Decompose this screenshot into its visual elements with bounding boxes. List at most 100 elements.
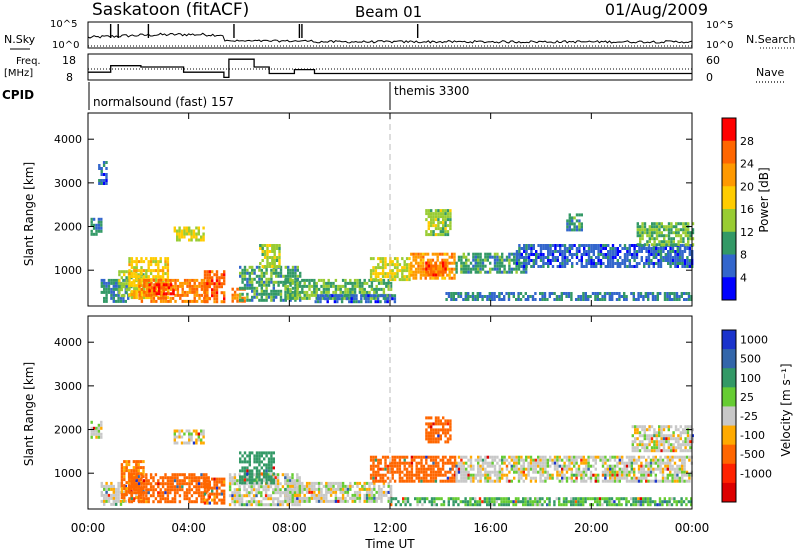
heatmap-cell	[542, 480, 544, 483]
heatmap-cell	[394, 471, 396, 474]
heatmap-cell	[665, 256, 667, 259]
heatmap-cell	[561, 259, 563, 262]
heatmap-cell	[503, 295, 505, 298]
heatmap-cell	[453, 292, 455, 295]
heatmap-cell	[544, 500, 546, 503]
heatmap-cell	[508, 271, 510, 274]
heatmap-cell	[211, 478, 213, 481]
heatmap-cell	[131, 296, 133, 299]
heatmap-cell	[489, 465, 491, 468]
heatmap-cell	[411, 471, 413, 474]
heatmap-cell	[167, 279, 169, 282]
heatmap-cell	[256, 481, 258, 484]
heatmap-cell	[415, 253, 417, 256]
heatmap-cell	[191, 479, 193, 482]
heatmap-cell	[530, 459, 532, 462]
heatmap-cell	[368, 291, 370, 294]
heatmap-cell	[547, 253, 549, 256]
heatmap-cell	[432, 459, 434, 462]
heatmap-cell	[683, 456, 685, 459]
heatmap-cell	[516, 256, 518, 259]
heatmap-cell	[98, 424, 100, 427]
heatmap-cell	[470, 268, 472, 271]
heatmap-cell	[206, 297, 208, 300]
heatmap-cell	[105, 167, 107, 170]
heatmap-cell	[249, 472, 251, 475]
heatmap-cell	[673, 292, 675, 295]
heatmap-cell	[146, 288, 148, 291]
heatmap-cell	[316, 494, 318, 497]
heatmap-cell	[105, 297, 107, 300]
heatmap-cell	[425, 474, 427, 477]
heatmap-cell	[625, 298, 627, 301]
heatmap-cell	[413, 265, 415, 268]
heatmap-cell	[506, 459, 508, 462]
heatmap-cell	[178, 430, 180, 433]
heatmap-cell	[177, 279, 179, 282]
heatmap-cell	[515, 265, 517, 268]
heatmap-cell	[541, 292, 543, 295]
heatmap-cell	[681, 244, 683, 247]
heatmap-cell	[404, 462, 406, 465]
heatmap-cell	[131, 260, 133, 263]
heatmap-cell	[258, 457, 260, 460]
heatmap-cell	[494, 265, 496, 268]
heatmap-cell	[666, 298, 668, 301]
heatmap-cell	[155, 275, 157, 278]
heatmap-cell	[229, 485, 231, 488]
heatmap-cell	[253, 485, 255, 488]
heatmap-cell	[196, 479, 198, 482]
heatmap-cell	[122, 300, 124, 303]
heatmap-cell	[170, 300, 172, 303]
heatmap-cell	[621, 247, 623, 250]
heatmap-cell	[635, 497, 637, 500]
heatmap-cell	[392, 465, 394, 468]
heatmap-cell	[125, 288, 127, 291]
heatmap-cell	[138, 269, 140, 272]
heatmap-cell	[282, 500, 284, 503]
heatmap-cell	[202, 430, 204, 433]
heatmap-cell	[520, 477, 522, 480]
heatmap-cell	[425, 271, 427, 274]
heatmap-cell	[160, 476, 162, 479]
heatmap-cell	[547, 262, 549, 265]
heatmap-cell	[477, 468, 479, 471]
heatmap-cell	[525, 459, 527, 462]
heatmap-cell	[428, 468, 430, 471]
heatmap-cell	[472, 503, 474, 506]
heatmap-cell	[413, 474, 415, 477]
heatmap-cell	[676, 468, 678, 471]
heatmap-cell	[671, 474, 673, 477]
heatmap-cell	[294, 503, 296, 506]
heatmap-cell	[674, 477, 676, 480]
heatmap-cell	[561, 256, 563, 259]
heatmap-cell	[449, 268, 451, 271]
heatmap-cell	[117, 294, 119, 297]
heatmap-cell	[565, 295, 567, 298]
heatmap-cell	[377, 297, 379, 300]
heatmap-cell	[167, 482, 169, 485]
heatmap-cell	[406, 275, 408, 278]
heatmap-cell	[186, 285, 188, 288]
heatmap-cell	[121, 496, 123, 499]
heatmap-cell	[315, 300, 317, 303]
heatmap-cell	[337, 497, 339, 500]
heatmap-cell	[617, 247, 619, 250]
heatmap-cell	[415, 262, 417, 265]
heatmap-cell	[209, 496, 211, 499]
heatmap-cell	[583, 456, 585, 459]
heatmap-cell	[575, 500, 577, 503]
heatmap-cell	[344, 288, 346, 291]
heatmap-cell	[673, 225, 675, 228]
nsky-trace	[88, 24, 692, 46]
heatmap-cell	[668, 237, 670, 240]
heatmap-cell	[164, 482, 166, 485]
heatmap-cell	[184, 291, 186, 294]
heatmap-cell	[420, 256, 422, 259]
heatmap-cell	[570, 292, 572, 295]
heatmap-cell	[370, 465, 372, 468]
heatmap-cell	[282, 503, 284, 506]
heatmap-cell	[637, 243, 639, 246]
heatmap-cell	[306, 485, 308, 488]
heatmap-cell	[138, 500, 140, 503]
